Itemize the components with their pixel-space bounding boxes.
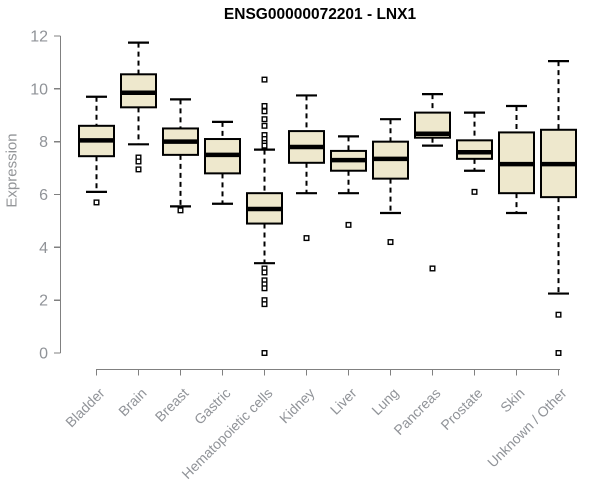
outlier-point bbox=[261, 285, 268, 292]
outlier-point bbox=[555, 311, 562, 318]
x-category-label: Breast bbox=[152, 385, 192, 425]
box-group bbox=[456, 111, 493, 195]
x-category-label: Liver bbox=[327, 385, 360, 418]
outlier-point bbox=[261, 350, 268, 357]
x-category-label: Lung bbox=[368, 385, 401, 418]
x-category-label: Bladder bbox=[62, 385, 108, 431]
box-group bbox=[288, 94, 325, 242]
outlier-point bbox=[261, 269, 268, 276]
x-category-label: Brain bbox=[115, 385, 149, 419]
outlier-point bbox=[93, 199, 100, 206]
x-category-label: Skin bbox=[497, 385, 528, 416]
outlier-point bbox=[429, 265, 436, 272]
box-group bbox=[372, 118, 409, 246]
y-tick-label: 8 bbox=[39, 134, 48, 151]
outlier-point bbox=[387, 239, 394, 246]
y-axis-label: Expression bbox=[3, 133, 21, 208]
box-group bbox=[120, 41, 157, 173]
box-group bbox=[498, 104, 535, 215]
x-category-label: Prostate bbox=[437, 385, 485, 433]
x-category-label: Unknown / Other bbox=[484, 385, 570, 471]
x-category-label: Pancreas bbox=[390, 385, 443, 438]
y-tick-label: 2 bbox=[39, 293, 48, 310]
y-tick-label: 12 bbox=[30, 28, 48, 45]
outlier-point bbox=[345, 221, 352, 228]
box-group bbox=[162, 98, 199, 214]
y-tick-label: 6 bbox=[39, 187, 48, 204]
box-group bbox=[540, 59, 577, 357]
box-group bbox=[78, 95, 115, 206]
outlier-point bbox=[261, 116, 268, 123]
x-category-label: Kidney bbox=[276, 385, 318, 427]
box-group bbox=[204, 120, 241, 205]
outlier-point bbox=[177, 207, 184, 214]
outlier-point bbox=[261, 301, 268, 308]
outlier-point bbox=[261, 122, 268, 129]
outlier-point bbox=[471, 188, 478, 195]
outlier-point bbox=[261, 103, 268, 110]
chart-title: ENSG00000072201 - LNX1 bbox=[223, 6, 417, 23]
y-tick-label: 10 bbox=[30, 81, 48, 98]
y-tick-label: 0 bbox=[39, 346, 48, 363]
outlier-point bbox=[261, 108, 268, 115]
outlier-point bbox=[303, 235, 310, 242]
outlier-point bbox=[555, 350, 562, 357]
outlier-point bbox=[261, 142, 268, 149]
box-group bbox=[330, 135, 367, 228]
outlier-point bbox=[261, 76, 268, 83]
iqr-box bbox=[456, 139, 493, 160]
box-group bbox=[414, 93, 451, 272]
box-group bbox=[246, 76, 283, 357]
outlier-point bbox=[135, 158, 142, 165]
outlier-point bbox=[135, 166, 142, 173]
y-tick-label: 4 bbox=[39, 240, 48, 257]
